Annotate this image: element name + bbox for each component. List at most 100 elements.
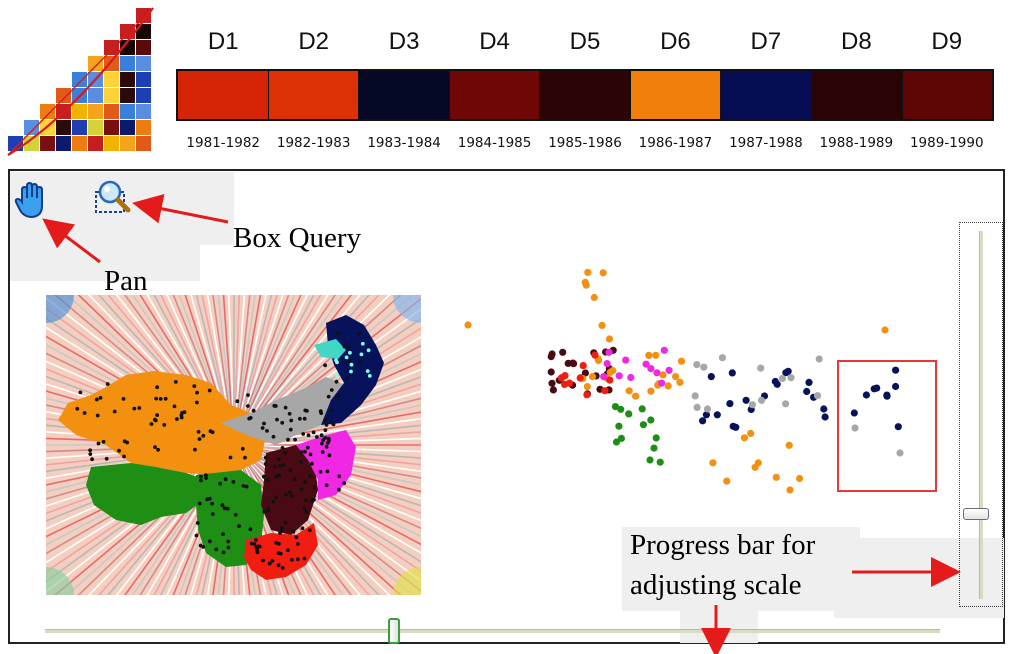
vertical-scale-handle[interactable] [963, 508, 989, 521]
horizontal-scale-bar[interactable] [45, 618, 940, 644]
matrix-cell [24, 136, 39, 151]
station-dot [241, 484, 246, 488]
scatter-point [559, 348, 567, 356]
scatter-point [796, 474, 804, 483]
station-dot [274, 474, 279, 479]
station-dot [319, 411, 324, 415]
region-red [244, 523, 318, 580]
horizontal-scale-handle[interactable] [388, 618, 401, 644]
station-dot [288, 427, 293, 432]
region-gray [221, 377, 346, 445]
station-dot [210, 512, 215, 516]
station-dot [172, 404, 177, 409]
station-dot [199, 474, 203, 479]
station-dot [334, 373, 339, 378]
scatter-point [646, 456, 654, 464]
station-dot [326, 394, 331, 399]
station-dot [302, 416, 307, 421]
matrix-cell [136, 40, 151, 55]
station-dot [270, 559, 275, 563]
station-dot [360, 341, 365, 346]
scatter-point [579, 362, 587, 370]
station-dot [312, 485, 317, 490]
station-dot [344, 376, 349, 380]
scatter-point [605, 348, 613, 356]
station-dot [283, 520, 288, 525]
station-dot [248, 527, 253, 532]
scatter-point [691, 392, 699, 400]
scatter-point [632, 392, 640, 400]
decade-years-d4: 1984-1985 [457, 135, 532, 151]
scatter-point [702, 411, 710, 419]
station-dot [284, 492, 288, 497]
map-ray [222, 295, 235, 446]
matrix-cell [8, 136, 23, 151]
station-dot [96, 441, 101, 446]
matrix-cell [88, 120, 103, 135]
station-dot [292, 477, 297, 482]
station-dot [334, 379, 339, 384]
box-query-label: Box Query [233, 222, 362, 254]
scatter-point [658, 379, 666, 387]
station-dot [197, 437, 202, 441]
scatter-point [782, 369, 790, 377]
scatter-point [787, 374, 795, 382]
station-dot [287, 411, 292, 416]
map-ray [233, 295, 296, 446]
annotation-bg [10, 245, 200, 281]
station-dot [261, 474, 266, 479]
station-dot [94, 397, 99, 402]
station-dot [221, 532, 226, 536]
scatter-plot [464, 268, 937, 494]
scatter-point [892, 366, 900, 374]
box-query-tool-button[interactable] [94, 178, 140, 220]
map-ray [233, 295, 290, 446]
matrix-cell [56, 136, 71, 151]
station-dot [325, 469, 330, 474]
vertical-scale-bar[interactable] [959, 222, 1003, 607]
station-dot [349, 362, 354, 367]
scatter-point [862, 391, 870, 399]
scatter-point [757, 396, 766, 404]
main-panel [8, 169, 1005, 644]
station-dot [289, 494, 294, 498]
station-dot [247, 416, 252, 421]
station-dot [244, 484, 249, 489]
scatter-point [609, 367, 617, 375]
station-dot [288, 468, 293, 472]
box-query-selection[interactable] [837, 360, 937, 492]
station-dot [226, 545, 231, 550]
station-dot [323, 363, 327, 368]
annotation-bg [622, 527, 860, 571]
station-dot [367, 374, 372, 378]
scatter-point [747, 429, 755, 437]
station-dot [308, 452, 313, 457]
region-teal [314, 339, 346, 359]
station-dot [197, 501, 202, 506]
station-dot [342, 481, 347, 485]
station-dot [235, 399, 240, 404]
station-dot [88, 448, 92, 453]
station-dot [329, 388, 334, 392]
pan-tool-button[interactable] [14, 180, 50, 222]
scatter-point [627, 373, 635, 382]
matrix-cell [104, 40, 119, 55]
station-dot [288, 490, 292, 495]
station-dot [347, 345, 351, 350]
scatter-point [547, 368, 555, 376]
map-ray [233, 444, 421, 466]
decade-label-d5: D5 [569, 28, 601, 55]
station-dot [278, 531, 282, 535]
scatter-point [664, 382, 672, 390]
scatter-point [548, 350, 556, 358]
station-dot [154, 396, 159, 401]
station-dot [312, 497, 316, 502]
station-dot [201, 433, 206, 438]
station-dot [324, 483, 329, 488]
map-corner-tint [393, 567, 421, 595]
station-dot [104, 456, 109, 461]
station-dot [303, 449, 307, 454]
progress-bar-label-line2: adjusting scale [630, 569, 802, 601]
scatter-point [548, 379, 556, 387]
scatter-point [611, 403, 619, 411]
